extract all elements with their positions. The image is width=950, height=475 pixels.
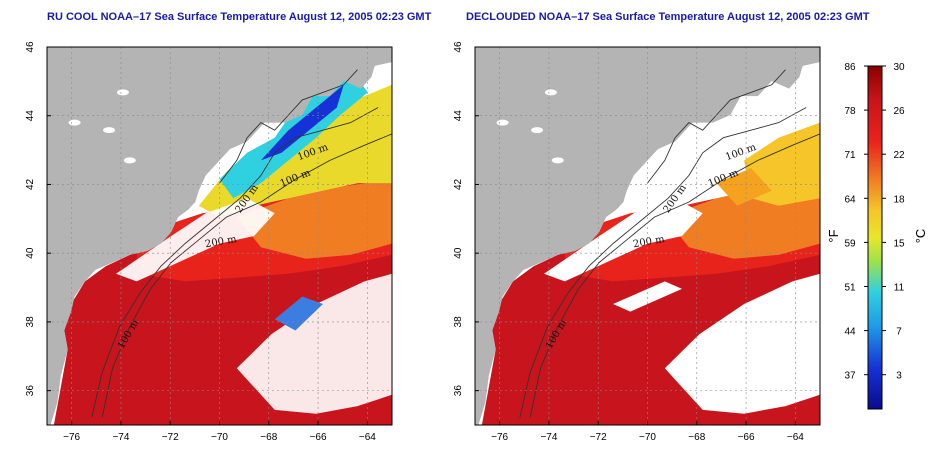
cloud-band (236, 273, 392, 414)
c-tick-label: 22 (893, 150, 905, 161)
y-tick-label: 36 (25, 385, 36, 397)
fahrenheit-unit-label: °F (826, 229, 841, 242)
celsius-unit-label: °C (913, 229, 928, 244)
x-tick-label: −68 (688, 432, 705, 443)
bathymetry-contour (647, 69, 786, 184)
y-tick-label: 46 (453, 41, 464, 53)
y-tick-label: 38 (25, 316, 36, 328)
c-tick-label: 26 (893, 106, 905, 117)
left-map-title: RU COOL NOAA–17 Sea Surface Temperature … (47, 11, 432, 23)
y-tick-label: 42 (453, 178, 464, 190)
lake (531, 127, 544, 134)
y-tick-label: 44 (25, 110, 36, 122)
y-tick-label: 40 (453, 247, 464, 259)
land-mass (47, 47, 392, 425)
land-mass (475, 47, 820, 425)
x-tick-label: −64 (787, 432, 804, 443)
x-tick-label: −76 (63, 432, 80, 443)
x-tick-label: −72 (590, 432, 607, 443)
lake (68, 119, 81, 126)
x-tick-label: −74 (540, 432, 557, 443)
cold-water-patch (274, 296, 323, 331)
f-tick-label: 78 (844, 106, 856, 117)
lake (116, 89, 129, 96)
y-tick-label: 46 (25, 41, 36, 53)
colorbar-scale (867, 65, 883, 410)
f-tick-label: 71 (844, 150, 856, 161)
c-tick-label: 11 (894, 283, 905, 294)
bathymetry-contour (219, 69, 358, 184)
lake (544, 89, 557, 96)
decloud-mask (544, 198, 703, 282)
f-tick-label: 64 (844, 194, 856, 205)
x-tick-label: −70 (639, 432, 656, 443)
c-tick-label: 30 (893, 62, 905, 73)
y-tick-label: 40 (25, 247, 36, 259)
c-tick-label: 3 (896, 371, 902, 382)
f-tick-label: 51 (844, 283, 856, 294)
f-tick-label: 44 (844, 327, 856, 338)
x-tick-label: −66 (738, 432, 755, 443)
x-tick-label: −70 (211, 432, 228, 443)
bathymetry-contour (529, 133, 820, 418)
y-tick-label: 44 (453, 110, 464, 122)
c-tick-label: 15 (893, 238, 905, 249)
decloud-mask (613, 281, 682, 312)
temperature-colorbar: 86 78 71 64 59 51 44 37 30 26 22 18 15 11 7 3 °F °C (826, 62, 928, 410)
lake (551, 157, 564, 164)
slope-water-region (716, 168, 772, 206)
f-tick-label: 59 (844, 238, 856, 249)
slope-water-region (236, 179, 392, 259)
bathymetry-contour (91, 107, 379, 418)
c-tick-label: 18 (893, 194, 905, 205)
f-tick-label: 86 (844, 62, 856, 73)
decloud-mask (664, 273, 820, 414)
x-tick-label: −72 (162, 432, 179, 443)
y-tick-label: 36 (453, 385, 464, 397)
lake (103, 127, 116, 134)
x-tick-label: −68 (260, 432, 277, 443)
y-tick-label: 38 (453, 316, 464, 328)
x-tick-label: −76 (491, 432, 508, 443)
c-tick-label: 7 (896, 327, 902, 338)
x-tick-label: −74 (112, 432, 129, 443)
x-tick-label: −64 (359, 432, 376, 443)
bathymetry-contour (519, 107, 807, 418)
lake (123, 157, 136, 164)
lake (496, 119, 509, 126)
cold-water-patch (260, 84, 344, 161)
x-tick-label: −66 (310, 432, 327, 443)
right-map-title: DECLOUDED NOAA–17 Sea Surface Temperatur… (466, 11, 870, 23)
y-tick-label: 42 (25, 178, 36, 190)
bathymetry-contour (101, 133, 392, 418)
cloud-band (116, 198, 275, 282)
f-tick-label: 37 (844, 371, 856, 382)
